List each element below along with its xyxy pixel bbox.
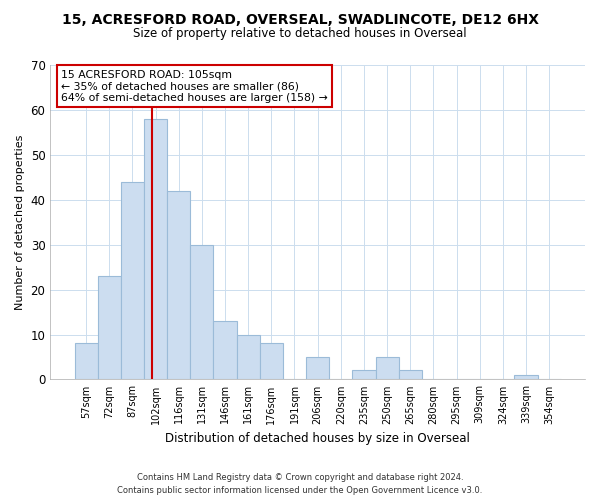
- Bar: [121, 182, 144, 380]
- Bar: [74, 344, 98, 380]
- Bar: [398, 370, 422, 380]
- Bar: [514, 375, 538, 380]
- Bar: [306, 357, 329, 380]
- Bar: [214, 321, 236, 380]
- Y-axis label: Number of detached properties: Number of detached properties: [15, 134, 25, 310]
- Bar: [167, 191, 190, 380]
- Bar: [98, 276, 121, 380]
- Text: Contains HM Land Registry data © Crown copyright and database right 2024.
Contai: Contains HM Land Registry data © Crown c…: [118, 474, 482, 495]
- Bar: [190, 244, 214, 380]
- Bar: [236, 334, 260, 380]
- Text: 15 ACRESFORD ROAD: 105sqm
← 35% of detached houses are smaller (86)
64% of semi-: 15 ACRESFORD ROAD: 105sqm ← 35% of detac…: [61, 70, 328, 103]
- Bar: [144, 119, 167, 380]
- Bar: [260, 344, 283, 380]
- Bar: [352, 370, 376, 380]
- Bar: [376, 357, 398, 380]
- Text: 15, ACRESFORD ROAD, OVERSEAL, SWADLINCOTE, DE12 6HX: 15, ACRESFORD ROAD, OVERSEAL, SWADLINCOT…: [62, 12, 539, 26]
- X-axis label: Distribution of detached houses by size in Overseal: Distribution of detached houses by size …: [165, 432, 470, 445]
- Text: Size of property relative to detached houses in Overseal: Size of property relative to detached ho…: [133, 28, 467, 40]
